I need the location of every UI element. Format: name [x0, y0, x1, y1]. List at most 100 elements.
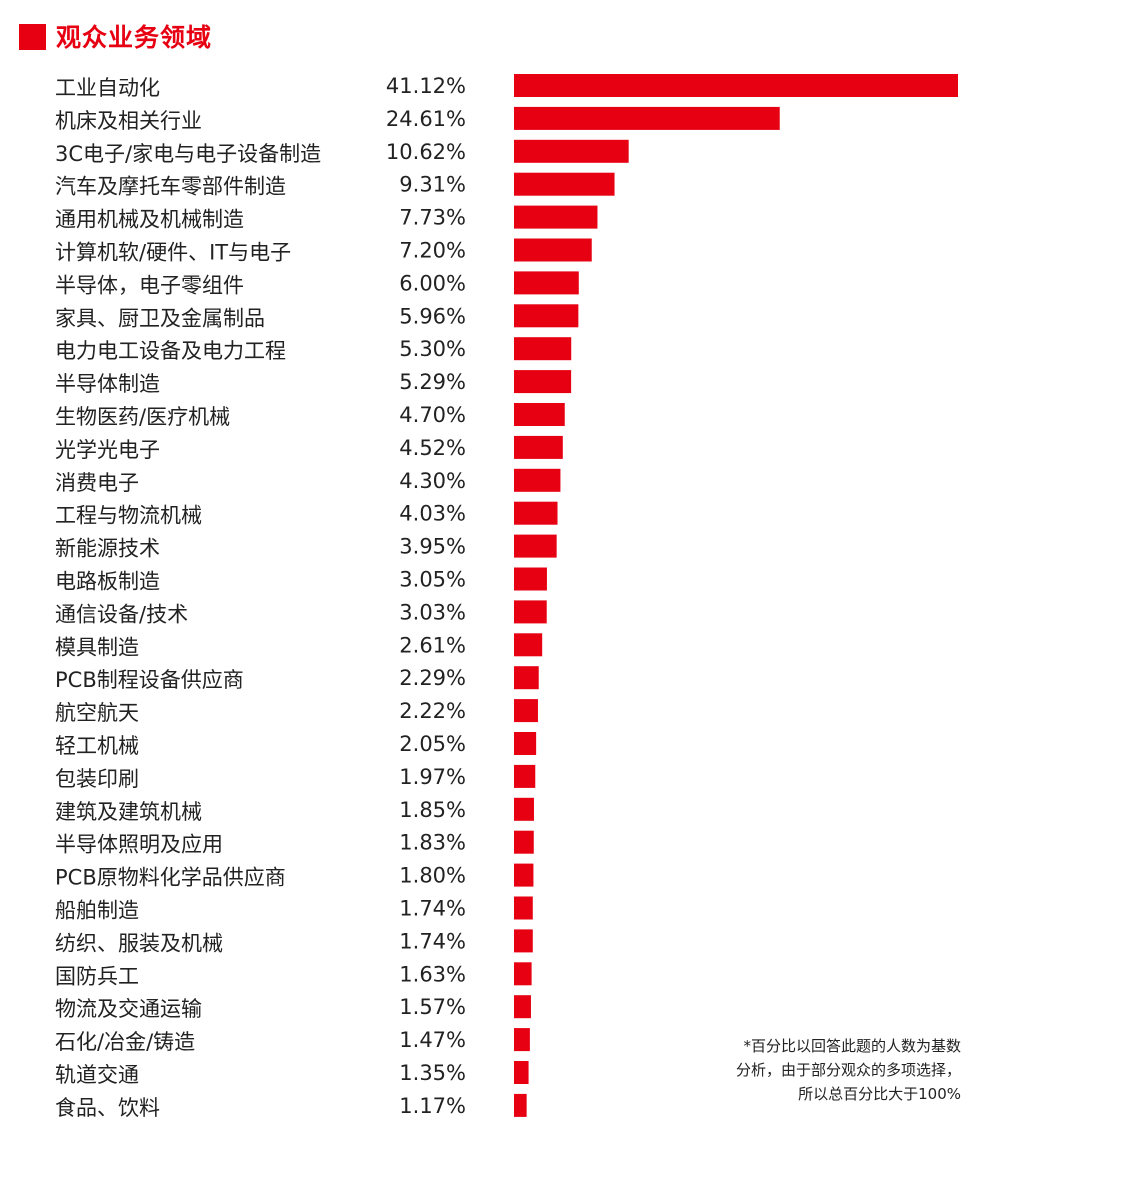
value-label: 1.57%: [399, 995, 466, 1019]
category-label: 船舶制造: [55, 899, 139, 923]
category-label: 消费电子: [55, 471, 139, 495]
bar: [514, 1093, 527, 1117]
bar: [514, 370, 572, 394]
value-label: 1.35%: [399, 1061, 466, 1085]
value-label: 1.85%: [399, 798, 466, 822]
bar: [514, 633, 543, 657]
value-label: 4.52%: [399, 436, 466, 460]
category-label: 半导体，电子零组件: [55, 273, 244, 297]
title-square-marker: [19, 24, 46, 50]
bar: [514, 468, 561, 492]
category-label: 光学光电子: [55, 438, 160, 462]
value-label: 1.80%: [399, 864, 466, 888]
category-label: PCB制程设备供应商: [55, 668, 244, 692]
footnote-line: 分析，由于部分观众的多项选择，: [735, 1061, 961, 1079]
bar: [514, 929, 533, 953]
value-label: 1.74%: [399, 929, 466, 953]
category-label: 电力电工设备及电力工程: [55, 339, 286, 363]
bar: [514, 337, 572, 361]
bar: [514, 271, 579, 295]
bar: [514, 797, 534, 821]
value-label: 2.61%: [399, 633, 466, 657]
value-label: 7.20%: [399, 239, 466, 263]
bar: [514, 238, 592, 262]
bar: [514, 74, 958, 97]
bar: [514, 534, 557, 558]
category-label: 纺织、服装及机械: [55, 931, 223, 955]
footnote-line: *百分比以回答此题的人数为基数: [743, 1037, 961, 1055]
category-label: 机床及相关行业: [55, 109, 202, 133]
category-label: 通用机械及机械制造: [55, 208, 244, 232]
bar: [514, 863, 534, 887]
value-label: 3.05%: [399, 568, 466, 592]
category-label: 汽车及摩托车零部件制造: [55, 175, 286, 199]
category-label: 通信设备/技术: [55, 602, 188, 626]
footnote: *百分比以回答此题的人数为基数 分析，由于部分观众的多项选择， 所以总百分比大于…: [736, 1034, 961, 1106]
category-label: 轻工机械: [55, 734, 139, 758]
value-label: 10.62%: [386, 140, 466, 164]
category-label: 建筑及建筑机械: [55, 800, 202, 824]
category-label: 生物医药/医疗机械: [55, 405, 230, 429]
value-label: 3.95%: [399, 535, 466, 559]
category-label: 新能源技术: [55, 537, 160, 561]
category-label: 石化/冶金/铸造: [55, 1030, 195, 1054]
category-label: 工程与物流机械: [55, 504, 202, 528]
bar: [514, 106, 780, 130]
category-label: 电路板制造: [55, 570, 160, 594]
bar: [514, 1028, 530, 1052]
category-label: 半导体制造: [55, 372, 160, 396]
bar: [514, 962, 532, 986]
value-label: 24.61%: [386, 107, 466, 131]
category-label: 模具制造: [55, 635, 139, 659]
value-label: 7.73%: [399, 206, 466, 230]
category-label: 包装印刷: [55, 767, 139, 791]
bar: [514, 403, 565, 426]
category-label: 3C电子/家电与电子设备制造: [55, 142, 321, 166]
value-label: 5.96%: [399, 304, 466, 328]
value-label: 5.29%: [399, 370, 466, 394]
bar: [514, 699, 538, 723]
value-label: 1.63%: [399, 962, 466, 986]
bar: [514, 995, 531, 1019]
value-label: 1.47%: [399, 1028, 466, 1052]
value-label: 6.00%: [399, 271, 466, 295]
bar: [514, 567, 547, 591]
bar: [514, 732, 537, 755]
bar: [514, 501, 558, 525]
bar: [514, 764, 536, 788]
category-label: 国防兵工: [55, 964, 139, 988]
value-label: 4.70%: [399, 403, 466, 427]
value-label: 4.30%: [399, 469, 466, 493]
value-label: 4.03%: [399, 502, 466, 526]
value-label: 3.03%: [399, 600, 466, 624]
value-label: 5.30%: [399, 337, 466, 361]
category-label: 工业自动化: [55, 76, 160, 100]
category-label: 计算机软/硬件、IT与电子: [55, 241, 291, 265]
bar: [514, 172, 615, 196]
bar: [514, 896, 533, 920]
value-label: 9.31%: [399, 173, 466, 197]
footnote-line: 所以总百分比大于100%: [798, 1085, 961, 1103]
value-label: 2.22%: [399, 699, 466, 723]
bar: [514, 304, 579, 328]
value-label: 1.17%: [399, 1094, 466, 1118]
category-label: 航空航天: [55, 701, 139, 725]
value-label: 1.83%: [399, 831, 466, 855]
value-label: 1.97%: [399, 765, 466, 789]
value-label: 1.74%: [399, 897, 466, 921]
bar: [514, 205, 598, 229]
bar: [514, 139, 629, 163]
category-label: 轨道交通: [55, 1063, 139, 1087]
category-label: PCB原物料化学品供应商: [55, 866, 286, 890]
value-label: 2.29%: [399, 666, 466, 690]
category-label: 食品、饮料: [55, 1096, 160, 1120]
bar: [514, 830, 534, 854]
bar: [514, 435, 563, 459]
category-label: 半导体照明及应用: [55, 833, 223, 857]
bar: [514, 1061, 529, 1084]
value-label: 41.12%: [386, 74, 466, 98]
chart-title: 观众业务领域: [56, 23, 213, 52]
category-label: 物流及交通运输: [55, 997, 202, 1021]
